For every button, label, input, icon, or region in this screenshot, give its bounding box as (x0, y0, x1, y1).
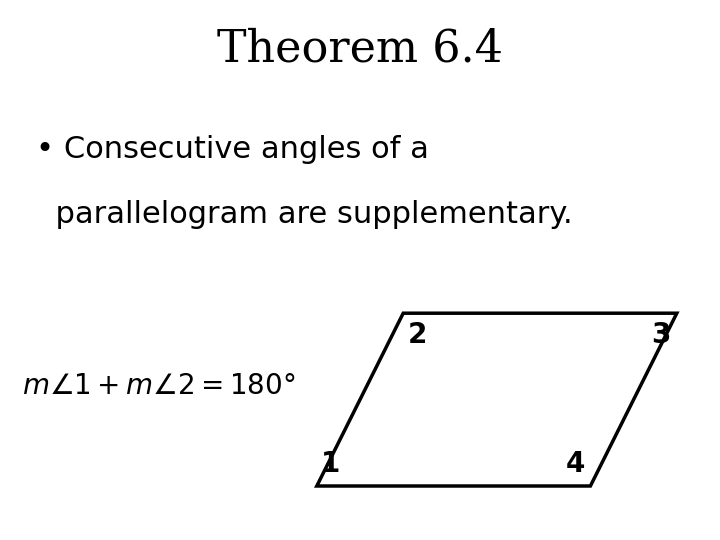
Text: 4: 4 (565, 450, 585, 478)
Text: $m\angle 1+m\angle 2=180°$: $m\angle 1+m\angle 2=180°$ (22, 373, 295, 400)
Text: • Consecutive angles of a: • Consecutive angles of a (36, 135, 429, 164)
Text: 2: 2 (408, 321, 427, 349)
Text: 1: 1 (321, 450, 341, 478)
Polygon shape (317, 313, 677, 486)
Text: parallelogram are supplementary.: parallelogram are supplementary. (36, 200, 572, 229)
Text: 3: 3 (652, 321, 671, 349)
Text: Theorem 6.4: Theorem 6.4 (217, 27, 503, 70)
